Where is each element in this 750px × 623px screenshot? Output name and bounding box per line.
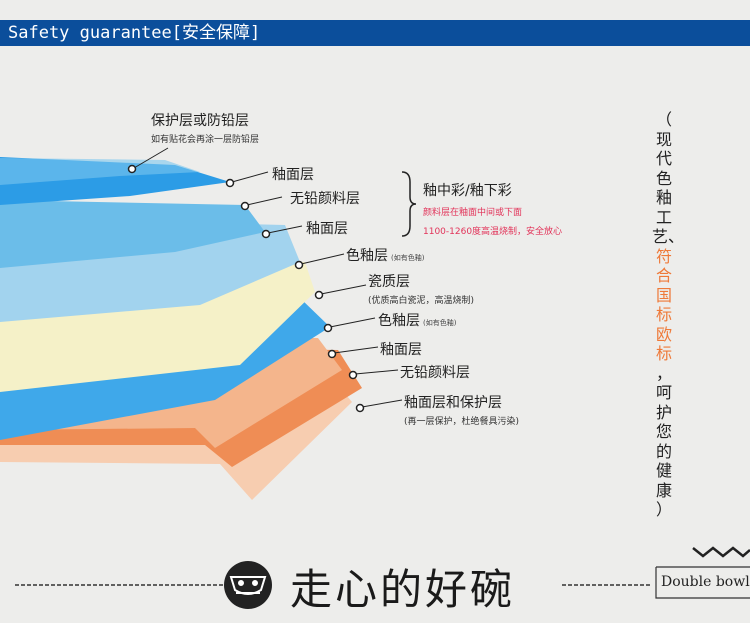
- leader-leadfree1: [246, 196, 283, 206]
- label-glaze-protect-note: (再一层保护，杜绝餐具污染): [404, 417, 520, 427]
- marker-glaze1: [225, 178, 235, 188]
- label-glaze-1: 釉面层: [272, 167, 314, 183]
- layer-blue-mid: [0, 200, 265, 268]
- label-leadfree-2: 无铅颜料层: [400, 365, 470, 381]
- side-text-highlight: 符合国标欧标: [655, 246, 672, 364]
- zigzag-decoration: [692, 546, 750, 558]
- label-color-glaze-1: 色釉层 (如有色釉): [346, 245, 424, 265]
- label-glaze-protect-title: 釉面层和保护层: [404, 395, 502, 411]
- leader-glaze-protect: [361, 399, 403, 408]
- brand-frame: [655, 566, 750, 599]
- marker-color-glaze2: [323, 323, 333, 333]
- header-bar: Safety guarantee[安全保障]: [0, 20, 750, 46]
- label-leadfree-1: 无铅颜料层: [290, 191, 360, 207]
- marker-leadfree1: [240, 201, 250, 211]
- label-protective-note: 如有贴花会再涂一层防铅层: [151, 135, 260, 145]
- label-color-glaze-1-title: 色釉层: [346, 248, 388, 264]
- bracket-title: 釉中彩/釉下彩: [423, 183, 512, 199]
- bowl-icon: [229, 576, 267, 595]
- leader-color-glaze2: [329, 317, 376, 328]
- side-text-open: （: [655, 110, 672, 129]
- footer-brand: Double bowl: [661, 574, 750, 590]
- marker-color-glaze1: [294, 260, 304, 270]
- bracket-line-2: 1100-1260度高温烧制，安全放心: [423, 227, 563, 237]
- leader-color-glaze1: [300, 253, 345, 265]
- marker-glaze3: [327, 349, 337, 359]
- label-protective: 保护层或防铅层 如有贴花会再涂一层防铅层: [151, 110, 259, 145]
- layer-blue-highlight: [0, 158, 200, 185]
- label-color-glaze-1-note: (如有色釉): [391, 254, 425, 262]
- label-porcelain-title: 瓷质层: [368, 274, 410, 290]
- label-glaze-3: 釉面层: [380, 342, 422, 358]
- bracket-group: 釉中彩/釉下彩 颜料层在釉面中间或下面 1100-1260度高温烧制，安全放心: [423, 180, 562, 237]
- leader-protective: [133, 147, 169, 169]
- marker-glaze-protect: [355, 403, 365, 413]
- side-text-part1: 现代色釉工艺、: [652, 129, 685, 247]
- label-color-glaze-2-title: 色釉层: [378, 313, 420, 329]
- leader-glaze1: [231, 171, 269, 183]
- side-text-close: ）: [655, 500, 672, 519]
- leader-glaze3: [333, 346, 379, 354]
- bowl-logo-circle: [224, 561, 272, 609]
- label-color-glaze-2: 色釉层 (如有色釉): [378, 310, 456, 330]
- label-color-glaze-2-note: (如有色釉): [423, 319, 457, 327]
- label-glaze-protect: 釉面层和保护层 (再一层保护，杜绝餐具污染): [404, 392, 519, 427]
- marker-leadfree2: [348, 370, 358, 380]
- leader-porcelain: [320, 284, 367, 295]
- marker-porcelain: [314, 290, 324, 300]
- leader-glaze2: [267, 225, 303, 234]
- label-porcelain-note: (优质高白瓷泥，高温烧制): [368, 296, 475, 306]
- side-text: （ 现代色釉工艺、 符合国标欧标 ，呵护您的健康 ）: [652, 110, 685, 520]
- side-text-part3: ，呵护您的健康: [655, 363, 672, 500]
- footer-slogan: 走心的好碗: [290, 565, 516, 614]
- marker-glaze2: [261, 229, 271, 239]
- bracket-line-1: 颜料层在釉面中间或下面: [423, 208, 523, 218]
- label-protective-title: 保护层或防铅层: [151, 113, 249, 129]
- leader-leadfree2: [354, 369, 399, 375]
- bracket: [401, 171, 417, 237]
- header-title: Safety guarantee[安全保障]: [8, 23, 261, 43]
- label-porcelain: 瓷质层 (优质高白瓷泥，高温烧制): [368, 271, 474, 306]
- marker-protective: [127, 164, 137, 174]
- label-glaze-2: 釉面层: [306, 221, 348, 237]
